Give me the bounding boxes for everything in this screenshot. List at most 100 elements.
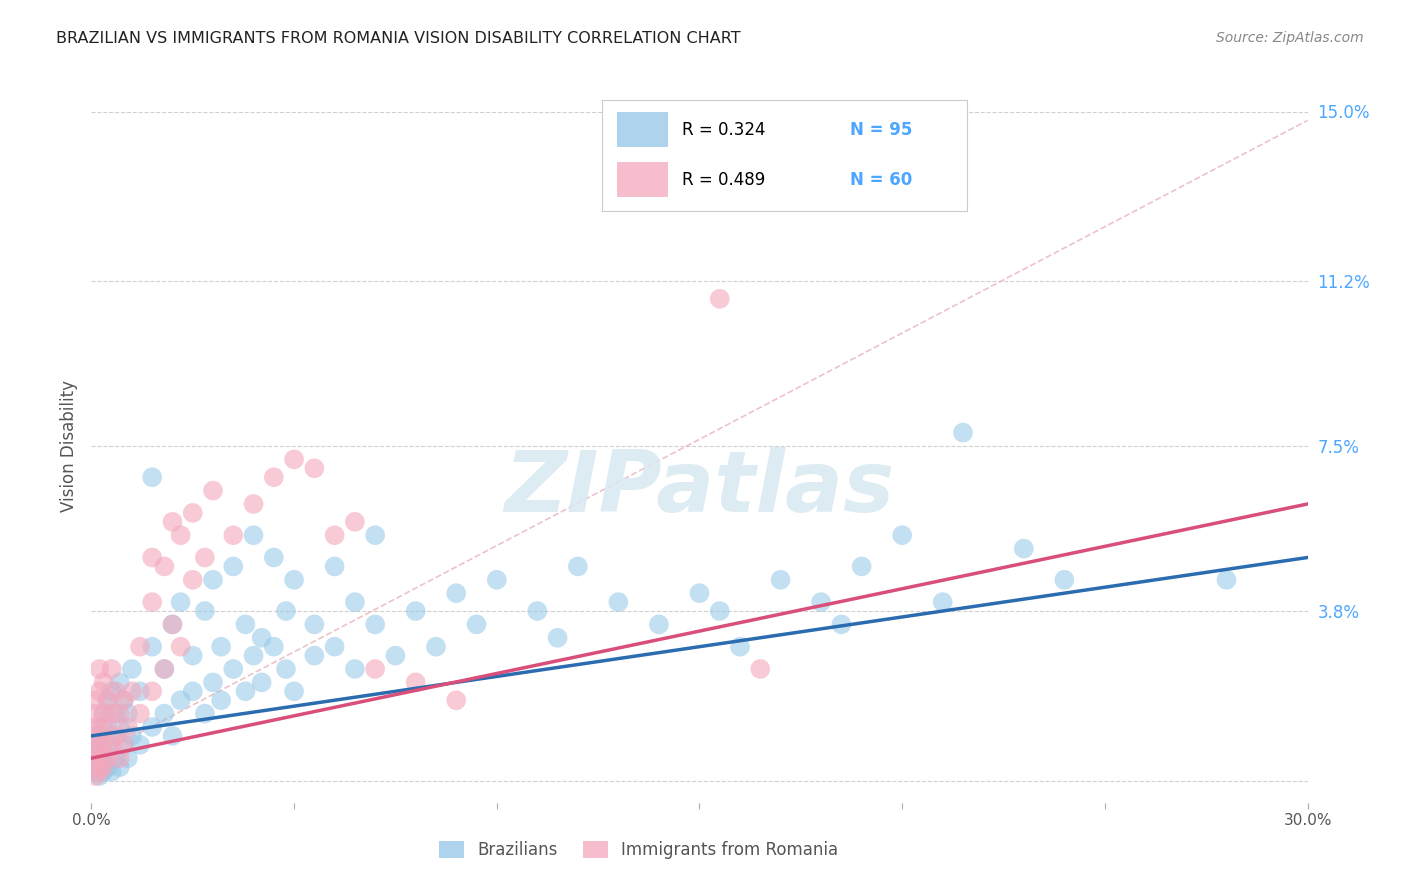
Point [425, 640, 447, 654]
Point [343, 662, 366, 676]
Point [323, 559, 346, 574]
Point [100, 684, 122, 698]
Point [242, 648, 264, 663]
Point [709, 292, 731, 306]
Point [304, 617, 326, 632]
Point [343, 515, 366, 529]
Point [84, 742, 107, 756]
Point [688, 586, 710, 600]
Point [283, 452, 305, 467]
Point [169, 693, 191, 707]
Legend: Brazilians, Immigrants from Romania: Brazilians, Immigrants from Romania [433, 834, 845, 866]
Point [169, 595, 191, 609]
Point [117, 751, 139, 765]
Point [274, 604, 297, 618]
Point [181, 648, 204, 663]
Point [84, 742, 107, 756]
Point [121, 662, 143, 676]
Point [93, 764, 115, 779]
Point [169, 528, 191, 542]
Point [952, 425, 974, 440]
Point [181, 684, 204, 698]
Point [84, 720, 107, 734]
Point [364, 528, 387, 542]
Point [93, 747, 115, 761]
Point [84, 760, 107, 774]
Point [567, 559, 589, 574]
Point [129, 684, 152, 698]
Point [250, 675, 273, 690]
Point [84, 751, 107, 765]
Point [100, 729, 122, 743]
Point [84, 764, 107, 779]
Point [648, 617, 671, 632]
Point [931, 595, 953, 609]
Text: Source: ZipAtlas.com: Source: ZipAtlas.com [1216, 31, 1364, 45]
Point [84, 751, 107, 765]
Point [141, 640, 163, 654]
Point [323, 528, 346, 542]
Point [485, 573, 508, 587]
Point [93, 738, 115, 752]
Point [129, 738, 152, 752]
Point [364, 617, 387, 632]
Point [181, 506, 204, 520]
Point [93, 760, 115, 774]
Point [830, 617, 852, 632]
Point [89, 662, 111, 676]
Point [202, 483, 225, 498]
Point [444, 693, 467, 707]
Point [153, 706, 176, 721]
Point [129, 706, 152, 721]
Point [235, 684, 257, 698]
Point [242, 497, 264, 511]
Point [112, 738, 135, 752]
Point [89, 684, 111, 698]
Point [84, 729, 107, 743]
Point [405, 604, 427, 618]
Point [117, 706, 139, 721]
Point [709, 604, 731, 618]
Point [283, 573, 305, 587]
Point [141, 550, 163, 565]
Point [84, 760, 107, 774]
Point [97, 693, 120, 707]
Point [93, 720, 115, 734]
Point [181, 573, 204, 587]
Point [112, 693, 135, 707]
Point [728, 640, 751, 654]
Point [93, 706, 115, 721]
Point [89, 769, 111, 783]
Point [89, 756, 111, 770]
Point [141, 595, 163, 609]
Point [93, 706, 115, 721]
Point [343, 595, 366, 609]
Point [141, 684, 163, 698]
Point [444, 586, 467, 600]
Point [222, 662, 245, 676]
Point [222, 559, 245, 574]
Point [209, 640, 232, 654]
Point [263, 470, 285, 484]
Point [209, 693, 232, 707]
Point [93, 675, 115, 690]
Point [810, 595, 832, 609]
Point [607, 595, 630, 609]
Point [89, 764, 111, 779]
Point [891, 528, 914, 542]
Point [89, 720, 111, 734]
Point [112, 693, 135, 707]
Point [129, 640, 152, 654]
Point [263, 640, 285, 654]
Point [97, 760, 120, 774]
Point [104, 706, 127, 721]
Point [108, 675, 131, 690]
Point [108, 751, 131, 765]
Point [141, 470, 163, 484]
Point [384, 648, 406, 663]
Point [194, 550, 217, 565]
Point [194, 604, 217, 618]
Point [162, 729, 184, 743]
Text: ZIPatlas: ZIPatlas [505, 447, 894, 531]
Point [1053, 573, 1076, 587]
